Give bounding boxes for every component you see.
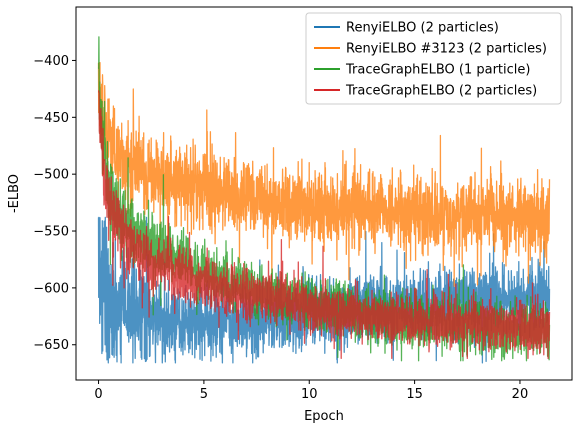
y-tick-label: −600: [33, 281, 69, 296]
y-tick-label: −450: [33, 111, 69, 126]
x-tick-label: 10: [301, 387, 318, 402]
series-line-2: [97, 62, 551, 289]
y-tick-label: −400: [33, 54, 69, 69]
legend-box: [305, 12, 562, 105]
x-tick-label: 5: [200, 387, 208, 402]
series-line-4: [97, 90, 551, 360]
series-layer: [97, 36, 551, 364]
x-axis-label: Epoch: [304, 409, 344, 424]
legend: RenyiELBO (2 particles) RenyiELBO #3123 (…: [305, 12, 562, 105]
x-tick-label: 0: [94, 387, 102, 402]
plot-frame: [75, 6, 573, 381]
y-axis: −650 −600 −550 −500 −450 −400: [33, 54, 76, 353]
x-tick-label: 15: [406, 387, 423, 402]
legend-entry-label: RenyiELBO (2 particles): [346, 21, 499, 36]
x-tick-label: 20: [512, 387, 529, 402]
y-tick-label: −550: [33, 225, 69, 240]
y-tick-label: −650: [33, 338, 69, 353]
y-tick-label: −500: [33, 168, 69, 183]
legend-entry-label: TraceGraphELBO (1 particle): [345, 63, 530, 78]
legend-entry-label: TraceGraphELBO (2 particles): [345, 84, 537, 99]
y-axis-label: -ELBO: [7, 174, 22, 213]
x-axis: 0 5 10 15 20: [94, 380, 528, 402]
legend-entry-label: RenyiELBO #3123 (2 particles): [346, 42, 547, 57]
